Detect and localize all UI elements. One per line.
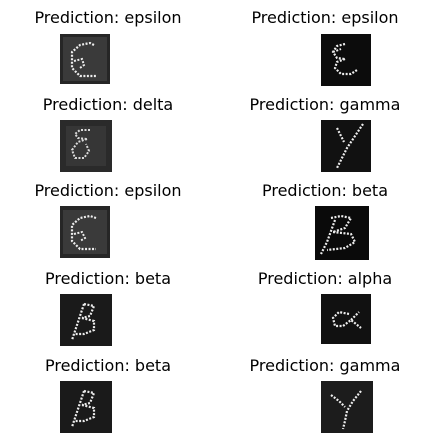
prediction-title: Prediction: gamma <box>249 95 401 114</box>
prediction-panel-1: Prediction: epsilon <box>0 8 216 97</box>
digit-image <box>60 120 112 172</box>
prediction-title: Prediction: beta <box>261 181 389 200</box>
prediction-panel-8: Prediction: alpha <box>217 269 433 358</box>
prediction-panel-9: Prediction: beta <box>0 356 216 445</box>
prediction-panel-3: Prediction: delta <box>0 95 216 184</box>
prediction-panel-6: Prediction: beta <box>217 181 433 270</box>
prediction-title: Prediction: beta <box>44 269 172 288</box>
prediction-title: Prediction: epsilon <box>34 8 182 27</box>
prediction-title: Prediction: beta <box>44 356 172 375</box>
prediction-panel-4: Prediction: gamma <box>217 95 433 184</box>
prediction-panel-2: Prediction: epsilon <box>217 8 433 97</box>
digit-image <box>321 34 371 86</box>
digit-image <box>321 381 373 433</box>
prediction-panel-5: Prediction: epsilon <box>0 181 216 270</box>
digit-image <box>321 294 371 344</box>
prediction-panel-7: Prediction: beta <box>0 269 216 358</box>
digit-image <box>60 206 110 258</box>
digit-image <box>60 34 110 84</box>
prediction-title: Prediction: gamma <box>249 356 401 375</box>
prediction-title: Prediction: epsilon <box>34 181 182 200</box>
digit-image <box>60 381 112 433</box>
prediction-title: Prediction: alpha <box>257 269 393 288</box>
prediction-panel-10: Prediction: gamma <box>217 356 433 445</box>
prediction-title: Prediction: epsilon <box>251 8 399 27</box>
digit-image <box>321 120 371 172</box>
digit-image <box>315 206 369 260</box>
digit-image <box>60 294 112 346</box>
prediction-title: Prediction: delta <box>42 95 174 114</box>
